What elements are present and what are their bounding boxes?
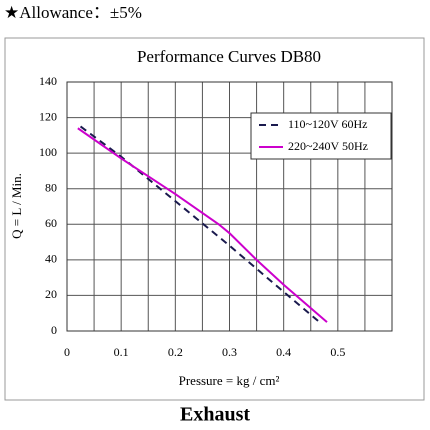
frame [4,37,425,401]
y-axis-label: Q = L / Min. [9,173,24,239]
x-tick-label: 0.2 [168,345,183,359]
x-tick-label: 0.5 [330,345,345,359]
chart-title: Performance Curves DB80 [137,47,321,66]
line [77,127,328,323]
y-tick-label: 80 [45,180,57,194]
plot-border [66,81,393,332]
line [79,125,323,325]
legend-label: 110~120V 60Hz [288,117,368,131]
footer: Exhaust [180,404,250,426]
y-tick-label: 120 [39,109,57,123]
x-tick-label: 0.1 [114,345,129,359]
legend-label: 220~240V 50Hz [288,139,368,153]
x-tick-label: 0 [64,345,70,359]
x-tick-label: 0.4 [276,345,291,359]
x-axis-label: Pressure = kg / cm² [179,373,280,388]
y-tick-label: 100 [39,145,57,159]
y-tick-label: 60 [45,216,57,230]
legend-box [250,112,392,160]
header: ★Allowance：±5% [4,3,142,22]
y-tick-label: 40 [45,252,57,266]
y-tick-label: 20 [45,287,57,301]
y-tick-label: 140 [39,74,57,88]
x-tick-label: 0.3 [222,345,237,359]
y-tick-label: 0 [51,323,57,337]
